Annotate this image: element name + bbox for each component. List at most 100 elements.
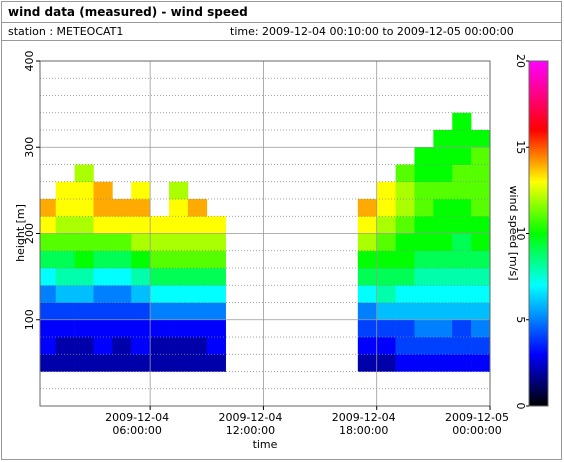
cell (357, 354, 378, 372)
cell (93, 199, 113, 217)
cell (357, 302, 378, 321)
cell (74, 199, 94, 217)
cell (206, 285, 226, 303)
cell (55, 216, 75, 234)
cell (433, 233, 453, 252)
cell (471, 302, 491, 321)
cell (452, 337, 472, 355)
cell (414, 216, 434, 234)
cell (131, 216, 151, 234)
cell (55, 199, 75, 217)
cell (433, 337, 453, 355)
cell (414, 302, 434, 321)
cell (74, 319, 94, 338)
cell (376, 337, 396, 355)
cell (452, 216, 472, 234)
cell (206, 319, 226, 338)
x-tick-label: 2009-12-05 00:00:00 (445, 411, 509, 437)
cell (93, 302, 113, 321)
cell (395, 250, 415, 269)
cell (40, 302, 57, 321)
cell (74, 354, 94, 372)
cell (452, 164, 472, 183)
cell (206, 337, 226, 355)
cell (376, 199, 396, 217)
cell (150, 216, 170, 234)
cell (395, 354, 415, 372)
cell (131, 354, 151, 372)
x-axis-label: time (253, 438, 278, 451)
cell (55, 233, 75, 252)
cell (206, 302, 226, 321)
cell (93, 250, 113, 269)
cell (206, 233, 226, 252)
cell (471, 337, 491, 355)
cell (131, 250, 151, 269)
cell (112, 233, 132, 252)
cell (93, 181, 113, 200)
y-axis-label: height [m] (14, 204, 27, 262)
cell (150, 337, 170, 355)
cell (93, 216, 113, 234)
cell (112, 268, 132, 286)
cell (169, 319, 189, 338)
x-tick-label: 2009-12-04 06:00:00 (105, 411, 170, 437)
colorbar-tick-label: 0 (514, 403, 527, 410)
cell (414, 199, 434, 217)
station: station : METEOCAT1 (8, 25, 123, 38)
cell (150, 285, 170, 303)
cell (452, 354, 472, 372)
cell (112, 337, 132, 355)
colorbar-tick-label: 5 (514, 316, 527, 323)
cell (74, 233, 94, 252)
cell (452, 147, 472, 165)
cell (433, 319, 453, 338)
cell (414, 337, 434, 355)
cell (40, 250, 57, 269)
cell (376, 319, 396, 338)
cell (40, 337, 57, 355)
y-tick-label: 300 (23, 137, 36, 158)
cell (471, 285, 491, 303)
cell (433, 216, 453, 234)
cell (414, 181, 434, 200)
cell (187, 319, 208, 338)
cell (169, 337, 189, 355)
cell (74, 268, 94, 286)
y-tick-label: 400 (23, 51, 36, 72)
cell (414, 250, 434, 269)
cell (150, 302, 170, 321)
cell (452, 112, 472, 131)
cell (433, 164, 453, 183)
cell (40, 285, 57, 303)
cell (395, 285, 415, 303)
cell (150, 354, 170, 372)
cell (169, 354, 189, 372)
cell (169, 268, 189, 286)
cell (395, 319, 415, 338)
cell (433, 250, 453, 269)
cell (131, 337, 151, 355)
cell (55, 181, 75, 200)
cell (55, 337, 75, 355)
cell (112, 302, 132, 321)
cell (376, 268, 396, 286)
cell (471, 233, 491, 252)
cell (40, 268, 57, 286)
cell (357, 337, 378, 355)
cell (93, 285, 113, 303)
cell (74, 181, 94, 200)
cell (395, 164, 415, 183)
cell (414, 285, 434, 303)
cell (131, 181, 151, 200)
cell (55, 354, 75, 372)
cell (131, 302, 151, 321)
cell (471, 199, 491, 217)
cell (55, 268, 75, 286)
cell (131, 199, 151, 217)
cell (150, 250, 170, 269)
cell (395, 337, 415, 355)
cell (206, 250, 226, 269)
cell (395, 199, 415, 217)
cell (55, 285, 75, 303)
